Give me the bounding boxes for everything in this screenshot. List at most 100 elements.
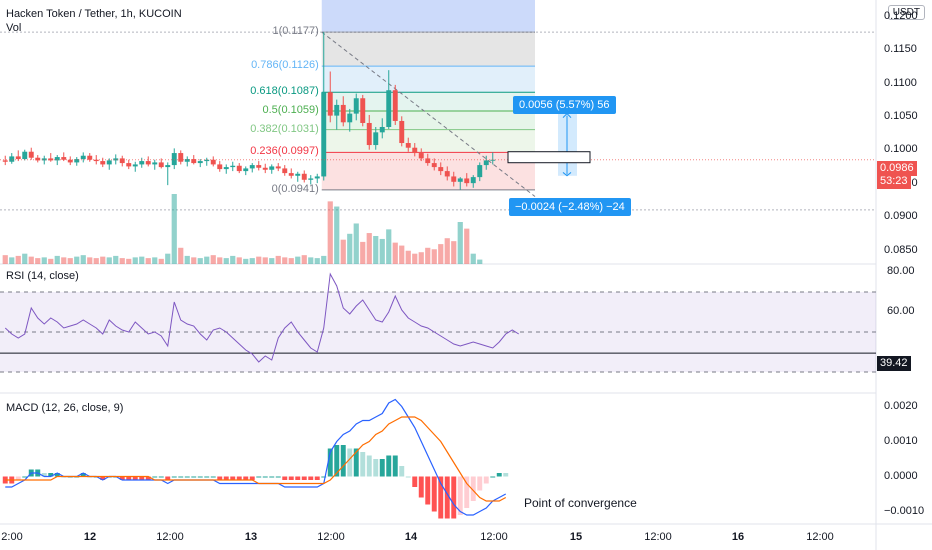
time-tick: 12:00 [480,531,508,543]
candle-body [106,160,112,165]
macd-histogram-bar [80,473,86,477]
macd-histogram-bar [275,476,281,478]
macd-histogram-bar [379,459,385,477]
macd-histogram-bar [178,476,184,478]
candle-body [28,151,34,158]
time-tick: 12:00 [806,531,834,543]
macd-histogram-bar [347,448,353,477]
candle-body [100,161,106,165]
volume-bar [210,255,216,264]
candle-body [236,165,242,172]
candle-body [334,104,340,116]
macd-histogram-bar [418,476,424,498]
candle-body [451,176,457,182]
candle-body [399,120,405,144]
candle-body [464,178,470,184]
volume-bar [256,256,262,264]
macd-line [5,398,507,516]
macd-histogram-bar [152,476,158,478]
macd-histogram-bar [425,476,431,505]
volume-bar [392,242,398,264]
time-tick: 12:00 [317,531,345,543]
macd-histogram-bar [340,445,346,477]
volume-bar [457,222,463,264]
time-tick: 13 [244,531,258,543]
candle-body [171,153,177,166]
macd-histogram-bar [100,476,106,480]
time-tick: 15 [569,531,583,543]
fib-range-highlight [321,0,535,33]
fib-level-label: 0.236(0.0997) [250,145,319,158]
volume-bar [444,238,450,264]
candle-body [295,173,301,176]
volume-bar [2,255,8,264]
macd-histogram-bar [22,476,28,478]
fib-level-label: 0(0.0941) [271,182,319,195]
macd-histogram-bar [438,476,444,519]
fib-zone [321,110,535,130]
fib-level-label: 0.382(0.1031) [250,122,319,135]
time-tick: 14 [404,531,418,543]
fib-level-label: 0.618(0.1087) [250,85,319,98]
macd-histogram-bar [165,476,171,480]
candle-body [119,158,125,164]
rsi-current-badge: 39.42 [877,356,911,371]
candle-body [340,104,346,123]
candle-body [158,162,164,168]
candle-body [165,165,171,168]
candle-body [314,176,320,179]
volume-bar [35,258,41,264]
macd-histogram-bar [41,473,47,477]
macd-histogram-bar [139,476,145,480]
volume-bar [9,257,15,264]
volume-bar [327,201,333,264]
volume-bar [67,258,73,264]
time-tick: 12:00 [156,531,184,543]
volume-bar [425,247,431,264]
time-tick: 12:00 [644,531,672,543]
macd-histogram-bar [386,455,392,477]
macd-histogram-bar [158,476,164,478]
macd-histogram-bar [366,455,372,477]
macd-tick: 0.0000 [884,469,918,482]
volume-bar [477,259,483,264]
currency-button[interactable]: USDT [887,5,925,20]
volume-bar [282,257,288,264]
volume-bar [106,257,112,264]
volume-bar [132,257,138,264]
candle-body [35,157,41,161]
volume-bar [126,258,132,264]
candle-body [41,158,47,161]
signal-line [5,416,507,502]
volume-bar [347,233,353,264]
macd-histogram-bar [223,476,229,480]
volume-bar [197,258,203,264]
price-tick: 0.1000 [884,143,918,156]
macd-histogram-bar [503,473,509,477]
macd-histogram-bar [470,476,476,501]
volume-bar [275,255,281,264]
time-tick: 2:00 [1,531,23,543]
volume-bar [61,257,67,264]
volume-bar [288,258,294,264]
volume-bar [178,247,184,264]
volume-bar [243,258,249,264]
volume-bar [412,253,418,264]
volume-bar [100,256,106,264]
candle-body [2,160,8,162]
candle-body [178,153,184,162]
candle-body [126,163,132,167]
macd-histogram-bar [54,473,60,477]
volume-bar [41,257,47,264]
candle-body [366,122,372,146]
candle-body [249,165,255,169]
macd-label: MACD (12, 26, close, 9) [6,402,124,414]
macd-histogram-bar [314,476,320,480]
macd-histogram-bar [477,476,483,491]
candle-body [321,92,327,177]
countdown-badge: 53:23 [877,174,911,189]
volume-bar [15,255,21,264]
volume-bar [431,249,437,264]
